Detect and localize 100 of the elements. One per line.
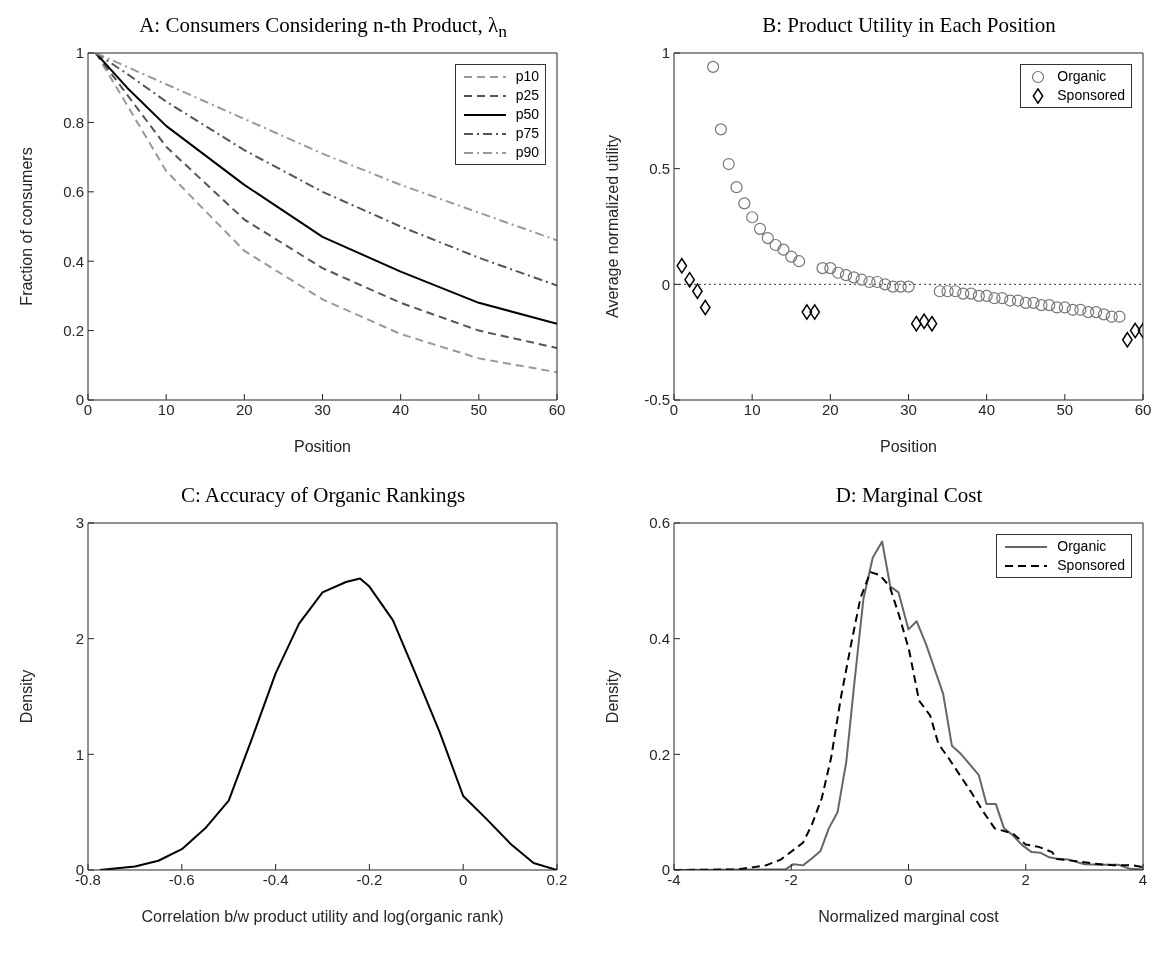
y-tick-label: 1 xyxy=(75,44,84,62)
y-tick-label: 1 xyxy=(661,44,670,62)
point xyxy=(1035,299,1048,312)
legend-label: p75 xyxy=(515,124,539,143)
x-tick-label: 50 xyxy=(470,400,488,418)
point xyxy=(902,280,915,293)
legend-label: Sponsored xyxy=(1057,556,1125,575)
x-axis-title: Position xyxy=(294,438,351,455)
x-tick-label: 30 xyxy=(900,400,917,418)
y-tick-label: 0.4 xyxy=(63,252,84,270)
point xyxy=(777,243,790,256)
x-axis-title: Normalized marginal cost xyxy=(818,908,1000,925)
point xyxy=(957,287,970,300)
y-tick-label: 0.6 xyxy=(63,183,84,201)
x-tick-label: 10 xyxy=(157,400,175,418)
x-tick-label: 0 xyxy=(904,870,913,888)
point xyxy=(886,280,899,293)
point xyxy=(1011,294,1025,307)
chart-title: D: Marginal Cost xyxy=(834,482,984,509)
point xyxy=(785,250,798,263)
point xyxy=(1004,294,1017,307)
x-tick-label: 10 xyxy=(743,400,761,418)
legend-label: p25 xyxy=(515,86,539,105)
y-axis-title: Average normalized utility xyxy=(603,135,621,318)
x-axis-title: Position xyxy=(880,438,937,455)
y-axis-title: Density xyxy=(603,669,621,724)
point xyxy=(832,266,845,279)
x-tick-label: 60 xyxy=(1134,400,1152,418)
point xyxy=(1082,305,1095,319)
point xyxy=(699,299,711,316)
x-tick-label: 20 xyxy=(235,400,253,418)
y-tick-label: 0.6 xyxy=(649,514,670,532)
point xyxy=(855,273,868,286)
point xyxy=(941,285,954,298)
point xyxy=(761,231,774,245)
x-tick-label: 40 xyxy=(978,400,996,418)
point xyxy=(1074,303,1087,316)
point xyxy=(824,262,837,275)
x-tick-label: -0.4 xyxy=(262,870,289,888)
x-tick-label: 50 xyxy=(1056,400,1074,418)
y-tick-label: 2 xyxy=(75,629,84,647)
point xyxy=(676,257,688,274)
y-tick-label: 0.5 xyxy=(649,159,670,177)
point xyxy=(918,313,930,330)
point xyxy=(910,315,922,332)
y-axis-title: Fraction of consumers xyxy=(17,147,35,306)
point xyxy=(1043,299,1056,312)
legend-label: Sponsored xyxy=(1057,86,1125,105)
x-tick-label: -0.6 xyxy=(168,870,195,888)
legend-label: p10 xyxy=(515,67,539,86)
y-tick-label: -0.5 xyxy=(644,391,670,409)
point xyxy=(1129,322,1141,339)
legend-label: p90 xyxy=(515,143,539,162)
y-tick-label: 0.2 xyxy=(649,745,670,763)
x-tick-label: 0.2 xyxy=(546,870,568,888)
chart-title: B: Product Utility in Each Position xyxy=(761,12,1057,39)
point xyxy=(972,289,985,302)
point xyxy=(684,271,696,288)
point xyxy=(816,262,829,275)
point xyxy=(722,157,735,171)
x-tick-label: -0.2 xyxy=(356,870,383,888)
x-tick-label: 4 xyxy=(1138,870,1148,888)
point xyxy=(1105,310,1118,323)
point xyxy=(1097,308,1111,321)
point xyxy=(1050,301,1064,314)
x-tick-label: 2 xyxy=(1021,870,1030,888)
point xyxy=(738,197,751,210)
chart-title: C: Accuracy of Organic Rankings xyxy=(179,482,467,509)
chart-title: A: Consumers Considering n-th Product, λ$_{n}$ xyxy=(138,12,508,42)
point xyxy=(863,275,876,289)
y-tick-label: 3 xyxy=(75,514,84,532)
point xyxy=(949,285,962,298)
x-tick-label: 20 xyxy=(821,400,839,418)
point xyxy=(746,211,759,224)
legend-label: Organic xyxy=(1057,537,1107,556)
point xyxy=(839,268,853,282)
point xyxy=(801,304,813,320)
point xyxy=(1121,331,1133,348)
point xyxy=(714,123,727,136)
legend-label: Organic xyxy=(1057,67,1107,86)
point xyxy=(769,238,782,252)
x-tick-label: 0 xyxy=(459,870,468,888)
y-tick-label: 0.8 xyxy=(63,113,84,131)
point xyxy=(926,315,938,332)
point xyxy=(871,275,884,289)
point xyxy=(996,292,1009,305)
legend-label: p50 xyxy=(515,105,539,124)
point xyxy=(792,255,806,268)
point xyxy=(847,271,860,284)
point xyxy=(706,60,720,73)
point xyxy=(1090,305,1103,319)
y-axis-title: Density xyxy=(17,669,35,724)
y-tick-label: 1 xyxy=(75,745,84,763)
point xyxy=(980,289,993,302)
point xyxy=(1066,303,1079,316)
point xyxy=(1019,296,1032,309)
point xyxy=(809,304,821,320)
point xyxy=(1027,296,1040,309)
point xyxy=(878,278,892,291)
point xyxy=(1058,301,1071,314)
